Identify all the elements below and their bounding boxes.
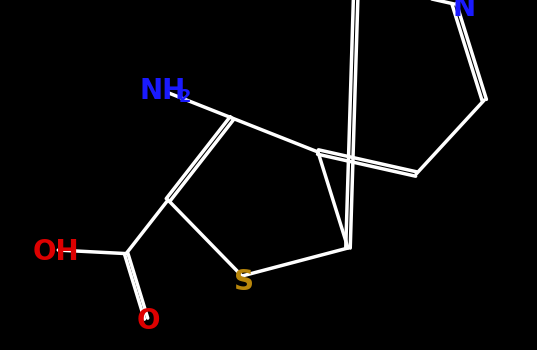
Text: N: N (453, 0, 476, 22)
Text: OH: OH (33, 238, 79, 266)
Text: O: O (136, 307, 160, 335)
Text: S: S (234, 268, 254, 296)
Text: NH: NH (140, 77, 186, 105)
Text: 2: 2 (178, 88, 191, 106)
